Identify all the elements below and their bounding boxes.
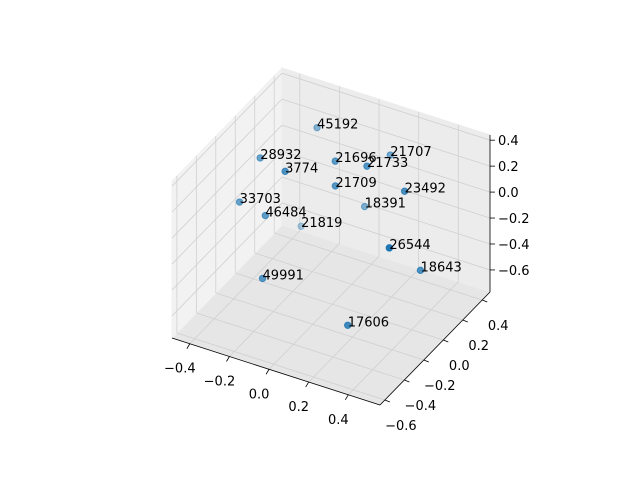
grid-line <box>281 124 491 193</box>
grid-line <box>176 332 385 401</box>
x-tick-label: −0.4 <box>164 362 196 377</box>
z-tick-label: 0.0 <box>498 186 519 201</box>
point <box>385 244 394 252</box>
z-tick-label: 0.2 <box>498 160 519 175</box>
y-tick <box>443 339 449 343</box>
point-label: 3774 <box>285 161 318 176</box>
point <box>416 266 425 275</box>
point <box>258 274 267 283</box>
point <box>281 167 289 176</box>
point-label: 21707 <box>390 145 431 160</box>
x-tick-label: 0.2 <box>288 400 309 415</box>
point-label: 21696 <box>335 151 376 166</box>
point-label: 18391 <box>365 197 406 212</box>
grid-line <box>254 252 463 321</box>
x-axis <box>171 337 381 406</box>
point-label: 46484 <box>265 206 306 221</box>
x-tick <box>265 369 270 375</box>
x-tick <box>305 381 310 388</box>
point <box>400 187 409 195</box>
point-label: 21709 <box>335 176 376 191</box>
y-tick <box>462 319 468 323</box>
point <box>344 321 352 329</box>
point <box>331 157 339 165</box>
grid-line <box>281 202 491 271</box>
point-label: 28932 <box>260 148 301 163</box>
grid-line <box>171 176 283 291</box>
grid-line <box>281 150 491 219</box>
point <box>360 202 369 211</box>
y-tick-label: 0.0 <box>449 359 470 374</box>
point-label: 33703 <box>240 192 281 207</box>
z-tick-label: −0.2 <box>498 212 530 227</box>
grid-line <box>171 202 283 317</box>
point-label: 23492 <box>405 181 446 196</box>
point-label: 26544 <box>389 238 430 253</box>
y-axis <box>379 291 491 406</box>
point-label: 17606 <box>348 315 389 330</box>
x-tick <box>344 394 349 400</box>
y-tick-label: 0.4 <box>488 319 509 334</box>
point-label: 49991 <box>263 268 304 283</box>
x-tick-label: 0.4 <box>328 413 349 428</box>
grid-line <box>281 176 491 245</box>
y-tick-label: −0.6 <box>385 419 417 434</box>
point <box>386 151 394 159</box>
y-tick-label: 0.2 <box>468 339 489 354</box>
x-tick <box>226 356 230 362</box>
grid-line <box>215 292 424 361</box>
grid-line <box>308 268 419 383</box>
y-tick <box>384 399 391 403</box>
grid-line <box>171 150 283 265</box>
x-tick-label: −0.2 <box>204 375 236 390</box>
x-tick <box>186 343 191 349</box>
grid-line <box>348 281 459 396</box>
grid-line <box>235 272 444 341</box>
point <box>297 222 305 230</box>
point <box>261 211 270 220</box>
grid-line <box>268 255 380 370</box>
point-label: 21819 <box>301 216 342 231</box>
grid-line <box>196 312 405 381</box>
point-label: 21733 <box>367 156 408 171</box>
point <box>235 198 244 206</box>
grid-line <box>281 98 491 167</box>
z-tick-label: −0.6 <box>498 264 530 279</box>
grid-line <box>281 72 491 141</box>
point <box>313 123 321 132</box>
grid-line <box>274 232 483 301</box>
y-tick-label: −0.4 <box>405 399 437 414</box>
z-tick-label: −0.4 <box>498 238 530 253</box>
x-tick-label: 0.0 <box>249 387 270 402</box>
grid-line <box>189 230 301 345</box>
z-tick-label: 0.4 <box>498 134 519 149</box>
grid-line <box>229 243 340 357</box>
y-tick-label: −0.2 <box>424 379 456 394</box>
grid-line <box>171 98 283 213</box>
y-tick <box>404 379 410 383</box>
y-tick <box>423 359 429 363</box>
point <box>363 162 371 170</box>
point <box>331 182 340 190</box>
grid-line <box>171 124 283 239</box>
grid-line <box>171 72 283 187</box>
point-label: 45192 <box>317 118 358 133</box>
point <box>256 154 264 162</box>
point-label: 18643 <box>420 260 461 275</box>
y-tick <box>482 299 488 303</box>
